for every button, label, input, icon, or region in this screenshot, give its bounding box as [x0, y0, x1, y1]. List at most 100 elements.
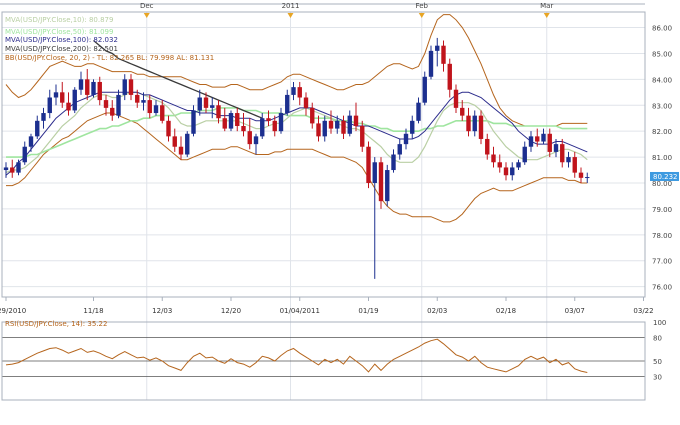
candle-body-up	[210, 105, 215, 108]
candle-body-down	[503, 167, 509, 176]
price-tick-label: 83.00	[652, 102, 672, 110]
legend-bollinger: BB(USD/JPY.Close, 20, 2) - TL: 82.265 BL…	[5, 54, 214, 62]
month-label: Mar	[540, 2, 553, 10]
candle-body-down	[247, 131, 252, 145]
candle-body-down	[447, 63, 452, 90]
candle-body-up	[122, 79, 127, 95]
date-tick-label: 03/07	[565, 307, 585, 315]
candle-body-down	[272, 120, 277, 132]
candle-body-down	[172, 136, 177, 147]
candle-body-up	[322, 120, 327, 137]
candle-body-up	[472, 115, 477, 132]
price-tick-label: 84.00	[652, 76, 672, 84]
last-price-tag-background	[650, 171, 679, 181]
candle-body-down	[466, 115, 471, 132]
candle-body-up	[422, 76, 427, 103]
legend-ma100: MVA(USD/JPY.Close,100): 82.032	[5, 36, 118, 44]
candle-body-up	[522, 146, 527, 163]
candle-body-up	[435, 45, 440, 51]
candle-body-up	[285, 94, 290, 114]
candle-body-up	[566, 157, 571, 163]
candle-body-up	[253, 136, 259, 145]
candle-body-up	[553, 144, 559, 152]
candle-body-down	[578, 172, 584, 178]
date-tick-label: 11/18	[83, 307, 103, 315]
candle-body-up	[3, 167, 9, 171]
candle-body-up	[116, 94, 121, 116]
ma10-line	[5, 91, 588, 174]
candle-body-down	[110, 107, 115, 116]
candle-body-up	[228, 113, 234, 129]
candle-body-down	[203, 97, 209, 108]
candle-body-up	[53, 92, 59, 98]
candle-body-down	[366, 146, 371, 183]
candle-body-down	[535, 136, 540, 142]
candle-body-down	[60, 92, 65, 103]
month-label: Dec	[140, 2, 154, 10]
candle-body-down	[85, 79, 90, 95]
price-panel-frame	[1, 11, 646, 298]
candle-body-down	[485, 138, 490, 155]
rsi-tick-label: 50	[653, 358, 662, 366]
date-tick-label: 12/03	[152, 307, 172, 315]
candle-body-down	[441, 45, 446, 64]
candle-body-down	[310, 107, 315, 124]
legend-ma50: MVA(USD/JPY.Close,50): 81.099	[5, 28, 113, 36]
axes: 76.00 77.00 78.00 79.00 80.00 81.00 82.00 83.00…	[0, 2, 672, 401]
month-marker-icon	[143, 13, 150, 18]
price-tick-label: 80.00	[652, 180, 672, 188]
candle-body-down	[328, 120, 334, 129]
candle-body-up	[35, 120, 40, 137]
candle-body-up	[585, 177, 590, 179]
candle-body-up	[153, 105, 159, 114]
date-tick-label: 01/04/2011	[280, 307, 320, 315]
candle-body-up	[278, 113, 284, 132]
candle-body-up	[72, 89, 77, 111]
candle-body-down	[303, 97, 309, 108]
candle-body-down	[560, 144, 565, 163]
date-tick-label: 02/18	[496, 307, 516, 315]
candle-body-down	[216, 105, 221, 119]
price-tick-label: 77.00	[652, 258, 672, 266]
candle-body-up	[291, 87, 296, 95]
legend-rsi: RSI(USD/JPY.Close, 14): 35.22	[5, 320, 107, 328]
price-tick-label: 82.00	[652, 128, 672, 136]
date-tick-label: 03/22	[633, 307, 653, 315]
candle-body-up	[191, 110, 196, 134]
bollinger-lower-line	[6, 112, 588, 223]
candle-body-up	[516, 162, 521, 168]
price-tick-label: 81.00	[652, 154, 672, 162]
overlay-lines	[5, 14, 588, 223]
candle-body-down	[453, 89, 459, 108]
candle-body-up	[428, 50, 434, 77]
candle-body-down	[160, 105, 165, 121]
last-price-tag: 80.232	[650, 171, 679, 181]
candle-body-up	[78, 79, 84, 90]
candle-body-down	[547, 133, 552, 152]
candle-body-up	[403, 133, 409, 145]
candle-body-down	[497, 162, 502, 168]
candle-body-down	[147, 100, 152, 114]
month-label: 2011	[282, 2, 300, 10]
candle-body-up	[541, 133, 546, 142]
candle-body-up	[391, 154, 396, 171]
candle-body-up	[416, 102, 421, 121]
candle-body-down	[491, 154, 496, 163]
rsi-tick-label: 100	[653, 319, 666, 327]
grid	[2, 12, 645, 400]
candle-body-up	[372, 162, 377, 183]
candle-body-up	[16, 162, 21, 173]
ma50-line	[6, 107, 588, 158]
candle-body-down	[135, 94, 140, 103]
candle-body-up	[347, 115, 352, 134]
price-tick-label: 79.00	[652, 206, 672, 214]
candle-body-down	[103, 100, 109, 108]
candle-body-down	[360, 126, 365, 147]
candle-body-down	[478, 115, 484, 139]
price-tick-label: 85.00	[652, 50, 672, 58]
candle-body-up	[141, 100, 146, 103]
legend-ma200: MVA(USD/JPY.Close,200): 82.501	[5, 45, 118, 53]
candle-body-down	[97, 81, 102, 101]
